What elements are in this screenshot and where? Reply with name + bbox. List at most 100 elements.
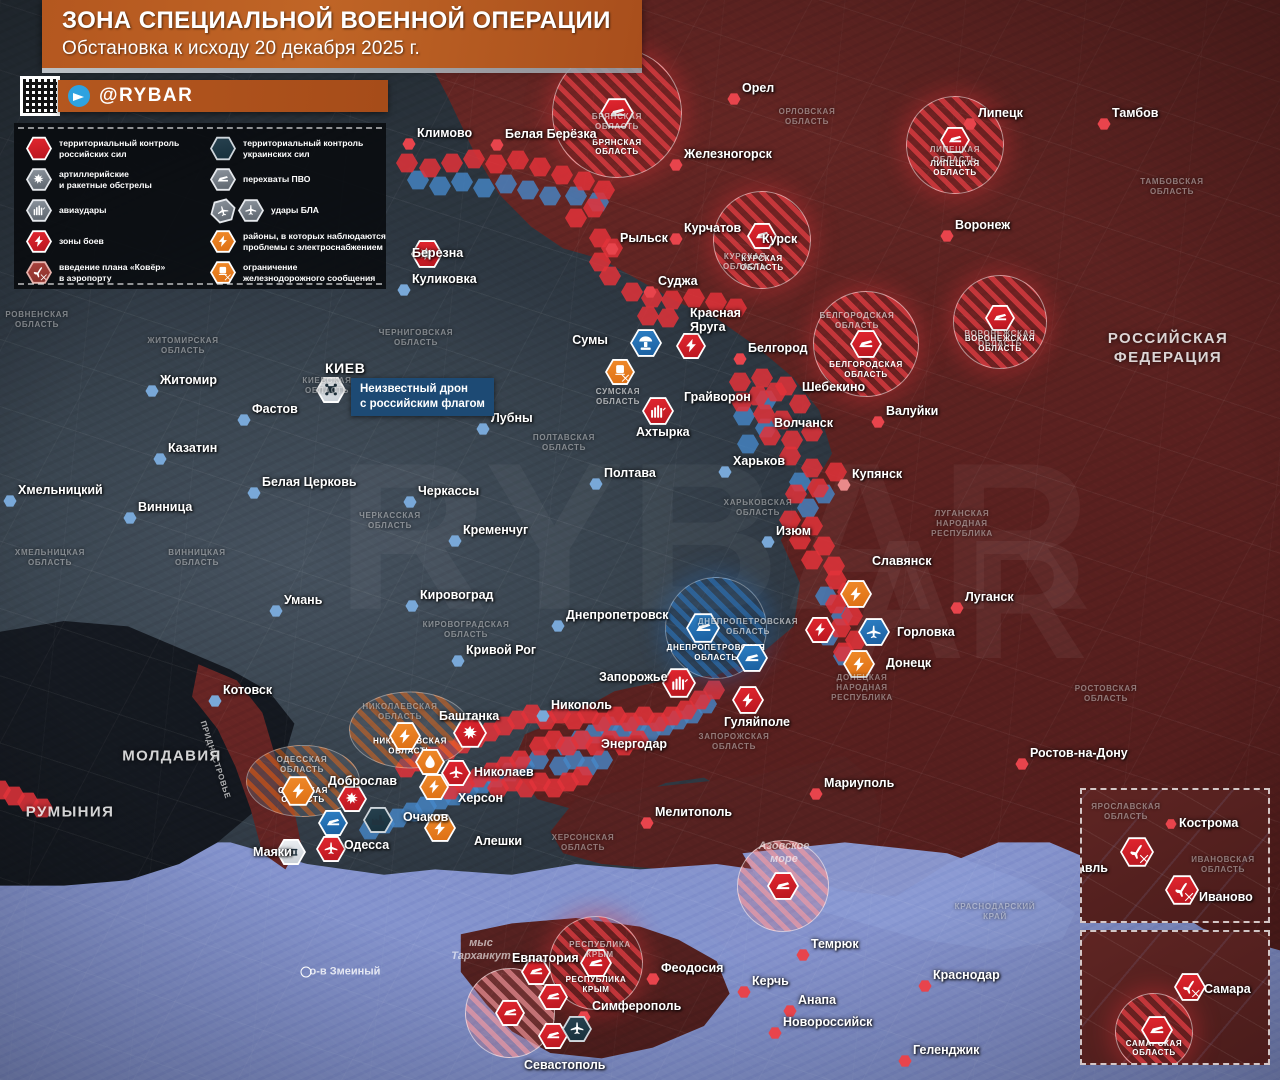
event-marker[interactable] <box>732 685 764 714</box>
event-marker[interactable] <box>940 126 970 154</box>
front-line-cell <box>463 149 485 169</box>
event-marker[interactable] <box>538 983 568 1011</box>
city-dot <box>669 159 683 171</box>
city-label: Волчанск <box>774 416 833 430</box>
event-marker[interactable] <box>580 948 612 977</box>
city-label: Черкассы <box>418 484 480 498</box>
city-label: Кировоград <box>420 588 494 602</box>
legend-item-label: территориальный контроль украинских сил <box>243 138 364 159</box>
city-dot <box>940 230 954 242</box>
city-dot <box>640 817 654 829</box>
front-line-cell <box>565 186 587 206</box>
city-label: Ростов-на-Дону <box>1030 746 1128 760</box>
event-marker[interactable] <box>441 759 471 787</box>
air-defense-icon <box>686 613 720 643</box>
event-marker[interactable] <box>686 612 720 643</box>
city-label: Керчь <box>752 974 789 988</box>
event-marker[interactable] <box>281 775 315 806</box>
city-dot <box>589 478 603 490</box>
city-label: Котовск <box>223 683 273 697</box>
rybar-channel-bar[interactable]: @RYBAR <box>58 80 388 112</box>
city-label: Гуляйполе <box>724 715 790 729</box>
oblast-label: СУМСКАЯ ОБЛАСТЬ <box>595 387 641 406</box>
front-line-cell <box>583 198 605 218</box>
city-label: Шебекино <box>802 380 866 394</box>
event-marker[interactable] <box>858 617 890 646</box>
city-label: Феодосия <box>661 961 724 975</box>
event-marker[interactable] <box>389 721 421 750</box>
air-defense-icon <box>210 168 236 191</box>
legend-item: перехваты ПВО <box>210 166 388 193</box>
city-label: Рыльск <box>620 231 668 245</box>
oblast-label: ЛУГАНСКАЯ НАРОДНАЯ РЕСПУБЛИКА <box>931 509 993 538</box>
city-label: Херсон <box>458 791 504 805</box>
legend-item-label: перехваты ПВО <box>243 174 311 185</box>
air-defense-icon <box>1141 1016 1173 1044</box>
city-dot <box>898 1055 912 1067</box>
event-marker[interactable] <box>415 748 445 776</box>
event-marker[interactable] <box>736 643 768 672</box>
city-dot <box>669 233 683 245</box>
event-marker[interactable] <box>747 222 777 250</box>
oblast-label: НИКОЛАЕВСКАЯ ОБЛАСТЬ <box>362 702 438 721</box>
legend-item: районы, в которых наблюдаются проблемы с … <box>210 228 388 255</box>
legend-item-label: артиллерийские и ракетные обстрелы <box>59 169 152 190</box>
front-line-cell <box>551 165 573 185</box>
event-marker[interactable] <box>316 835 346 863</box>
event-marker[interactable] <box>363 806 393 834</box>
event-marker[interactable] <box>495 999 525 1027</box>
front-line-cell <box>801 516 823 536</box>
city-dot <box>476 423 490 435</box>
front-line-cell <box>779 510 801 530</box>
event-marker[interactable] <box>521 958 551 986</box>
zone-label: ДНЕПРОПЕТРОВСКАЯ ОБЛАСТЬ <box>666 643 766 662</box>
event-marker[interactable] <box>424 813 456 842</box>
front-line-cell <box>539 186 561 206</box>
city-label: Липецк <box>978 106 1023 120</box>
event-marker[interactable] <box>411 239 443 268</box>
front-line-cell <box>593 180 615 200</box>
event-marker[interactable] <box>318 809 348 837</box>
event-marker[interactable] <box>843 649 875 678</box>
event-marker[interactable] <box>1174 972 1206 1001</box>
event-marker[interactable] <box>840 579 872 608</box>
air-defense-icon <box>600 98 634 128</box>
city-label: Умань <box>284 593 323 607</box>
front-line-cell <box>599 266 621 286</box>
airstrike-icon <box>662 668 696 698</box>
city-label: Одесса <box>344 838 390 852</box>
event-marker[interactable] <box>642 396 674 425</box>
city-label: Темрюк <box>811 937 859 951</box>
event-marker[interactable] <box>630 328 662 357</box>
inset-map: ЯРОСЛАВСКАЯ ОБЛАСТЬ ИВАНОВСКАЯ ОБЛАСТЬ Кос… <box>1080 788 1270 923</box>
city-label: Суджа <box>658 274 698 288</box>
front-line-cell <box>703 680 725 700</box>
event-marker[interactable] <box>276 838 306 866</box>
event-marker[interactable] <box>419 773 449 801</box>
airport-kover-icon <box>1165 875 1199 905</box>
front-line-cell <box>753 404 775 424</box>
air-defense-icon <box>747 223 777 249</box>
event-marker[interactable] <box>850 329 882 358</box>
event-marker[interactable] <box>985 304 1015 332</box>
city-dot <box>269 605 283 617</box>
event-marker[interactable] <box>337 785 367 813</box>
event-marker[interactable] <box>767 871 799 900</box>
event-marker[interactable] <box>316 376 346 404</box>
city-label: Мариуполь <box>824 776 895 790</box>
event-marker[interactable] <box>805 616 835 644</box>
page-title: ЗОНА СПЕЦИАЛЬНОЙ ВОЕННОЙ ОПЕРАЦИИ <box>62 7 611 34</box>
front-line-cell <box>737 434 759 454</box>
event-marker[interactable] <box>453 717 487 748</box>
event-marker[interactable] <box>600 97 634 128</box>
event-marker[interactable] <box>676 332 706 360</box>
event-marker[interactable] <box>1120 836 1154 867</box>
event-marker[interactable] <box>1165 874 1199 905</box>
front-line-cell <box>473 178 495 198</box>
event-marker[interactable] <box>662 667 696 698</box>
air-defense-icon <box>985 305 1015 331</box>
title-bevel <box>42 68 642 73</box>
event-marker[interactable] <box>1141 1015 1173 1044</box>
event-marker[interactable] <box>562 1015 592 1043</box>
event-marker[interactable] <box>605 358 635 386</box>
